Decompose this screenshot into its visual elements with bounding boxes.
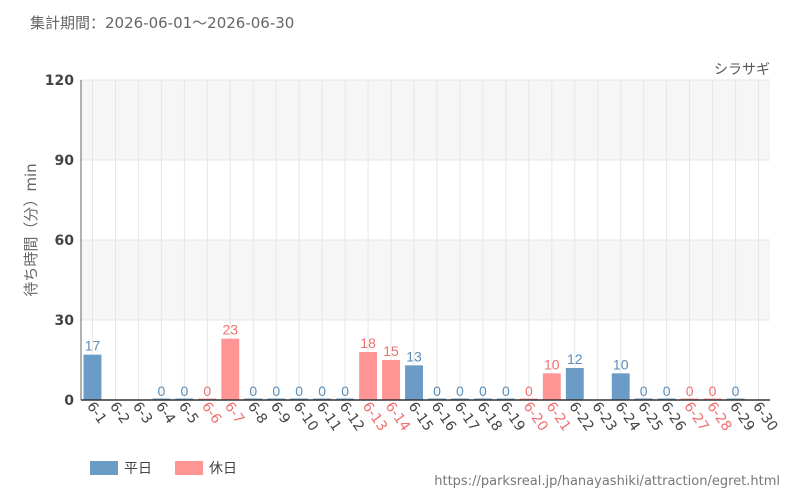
bar-value-label: 17 bbox=[85, 338, 101, 354]
y-tick-label: 60 bbox=[55, 233, 75, 249]
bar-6-7 bbox=[221, 338, 240, 400]
bar-value-label: 0 bbox=[479, 383, 487, 399]
x-tick-label: 6-3 bbox=[129, 399, 155, 427]
bar-value-label: 0 bbox=[709, 383, 717, 399]
grid-band bbox=[81, 240, 770, 320]
x-tick-label: 6-27 bbox=[680, 399, 711, 434]
legend-holiday-label: 休日 bbox=[209, 461, 237, 477]
bar-value-label: 0 bbox=[433, 383, 441, 399]
x-tick-label: 6-21 bbox=[543, 399, 574, 434]
legend-holiday-swatch bbox=[175, 461, 203, 475]
bar-value-label: 0 bbox=[318, 383, 326, 399]
bar-value-label: 0 bbox=[640, 383, 648, 399]
bar-value-label: 0 bbox=[295, 383, 303, 399]
x-tick-label: 6-15 bbox=[405, 399, 436, 434]
source-url[interactable]: https://parksreal.jp/hanayashiki/attract… bbox=[434, 474, 780, 489]
legend-holiday[interactable]: 休日 bbox=[175, 458, 237, 478]
x-tick-label: 6-16 bbox=[428, 399, 459, 434]
bar-value-label: 0 bbox=[732, 383, 740, 399]
bar-6-24 bbox=[611, 373, 630, 400]
y-tick-label: 90 bbox=[55, 153, 75, 169]
bar-value-label: 0 bbox=[663, 383, 671, 399]
x-tick-label: 6-29 bbox=[726, 399, 757, 434]
x-tick-label: 6-13 bbox=[359, 399, 390, 434]
period-label: 集計期間：2026-06-01～2026-06-30 bbox=[30, 14, 295, 32]
grid-band bbox=[81, 80, 770, 160]
x-tick-label: 6-8 bbox=[244, 399, 270, 427]
x-tick-label: 6-6 bbox=[198, 399, 224, 427]
bar-6-13 bbox=[359, 352, 378, 400]
x-tick-label: 6-5 bbox=[175, 399, 201, 427]
x-tick-label: 6-22 bbox=[566, 399, 597, 434]
bar-value-label: 0 bbox=[456, 383, 464, 399]
bar-value-label: 0 bbox=[180, 383, 188, 399]
bar-value-label: 0 bbox=[157, 383, 165, 399]
bar-value-label: 23 bbox=[222, 322, 238, 338]
bar-value-label: 0 bbox=[203, 383, 211, 399]
bar-6-14 bbox=[382, 360, 401, 400]
x-tick-label: 6-10 bbox=[290, 399, 321, 434]
x-tick-label: 6-30 bbox=[749, 399, 780, 434]
x-tick-label: 6-25 bbox=[634, 399, 665, 434]
x-tick-label: 6-12 bbox=[336, 399, 367, 434]
bar-value-label: 0 bbox=[525, 383, 533, 399]
x-tick-label: 6-28 bbox=[703, 399, 734, 434]
x-tick-label: 6-18 bbox=[474, 399, 505, 434]
x-tick-label: 6-26 bbox=[657, 399, 688, 434]
bar-value-label: 12 bbox=[567, 351, 583, 367]
x-tick-label: 6-11 bbox=[313, 399, 344, 434]
bar-6-15 bbox=[405, 365, 423, 400]
x-tick-label: 6-23 bbox=[588, 399, 619, 434]
x-tick-label: 6-1 bbox=[83, 399, 109, 427]
bar-value-label: 10 bbox=[544, 356, 560, 372]
bar-value-label: 15 bbox=[383, 343, 399, 359]
bar-value-label: 0 bbox=[502, 383, 510, 399]
bar-value-label: 10 bbox=[613, 356, 629, 372]
bar-value-label: 0 bbox=[686, 383, 694, 399]
bar-6-1 bbox=[83, 354, 102, 400]
bar-value-label: 13 bbox=[406, 348, 422, 364]
legend-weekday[interactable]: 平日 bbox=[90, 458, 152, 478]
bar-6-21 bbox=[542, 373, 561, 400]
x-tick-label: 6-2 bbox=[106, 399, 132, 427]
bar-6-22 bbox=[565, 368, 584, 400]
legend-weekday-label: 平日 bbox=[124, 461, 152, 477]
bar-value-label: 0 bbox=[249, 383, 257, 399]
x-tick-label: 6-17 bbox=[451, 399, 482, 434]
bar-value-label: 0 bbox=[272, 383, 280, 399]
bar-value-label: 0 bbox=[341, 383, 349, 399]
x-tick-label: 6-19 bbox=[497, 399, 528, 434]
x-tick-label: 6-7 bbox=[221, 399, 247, 427]
x-tick-label: 6-24 bbox=[611, 399, 642, 434]
x-tick-label: 6-14 bbox=[382, 399, 413, 434]
chart-subtitle: シラサギ bbox=[714, 62, 770, 78]
x-tick-label: 6-20 bbox=[520, 399, 551, 434]
y-axis-title: 待ち時間（分）min bbox=[22, 163, 40, 296]
y-tick-label: 0 bbox=[64, 393, 74, 409]
legend-weekday-swatch bbox=[90, 461, 118, 475]
y-tick-label: 30 bbox=[55, 313, 75, 329]
bar-value-label: 18 bbox=[360, 335, 376, 351]
x-tick-label: 6-4 bbox=[152, 399, 178, 427]
y-tick-label: 120 bbox=[45, 73, 74, 89]
x-tick-label: 6-9 bbox=[267, 399, 293, 427]
